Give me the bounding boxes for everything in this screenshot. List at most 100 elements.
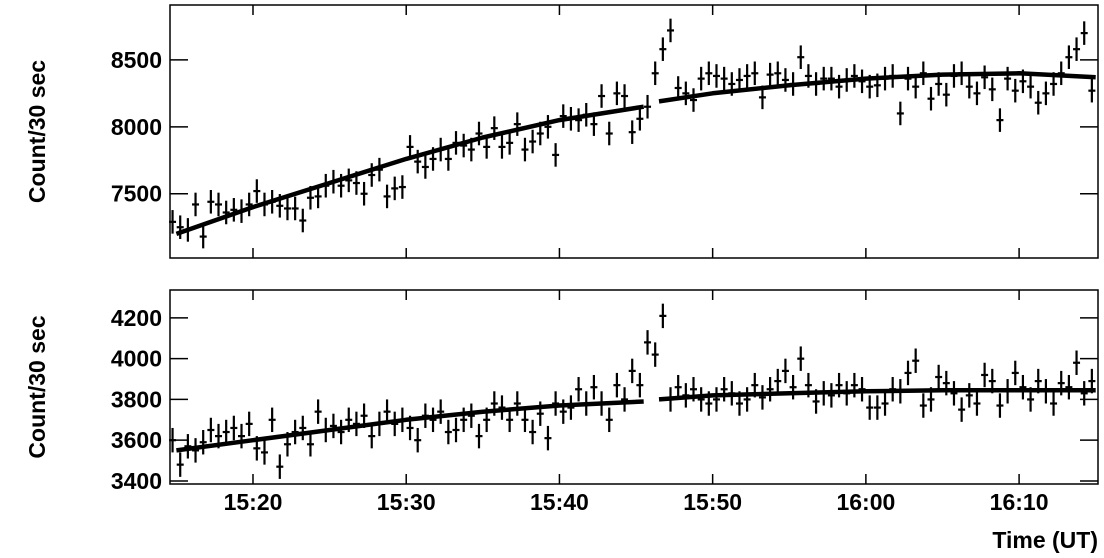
data-point xyxy=(575,108,583,132)
data-point xyxy=(712,64,720,88)
data-point xyxy=(1080,381,1088,406)
data-point xyxy=(230,198,238,222)
data-point xyxy=(705,61,713,86)
data-point xyxy=(667,18,675,43)
data-point xyxy=(314,399,322,424)
data-point xyxy=(850,64,858,88)
y-tick-label: 3600 xyxy=(111,427,162,453)
data-point xyxy=(283,196,291,221)
data-point xyxy=(651,61,659,86)
x-tick-label: 15:20 xyxy=(224,489,283,515)
data-point xyxy=(973,391,981,416)
data-point xyxy=(797,346,805,371)
plot-frame xyxy=(169,289,1099,485)
x-axis-label: Time (UT) xyxy=(992,527,1098,553)
data-point xyxy=(414,427,422,453)
data-point xyxy=(1011,78,1019,103)
data-point xyxy=(1042,81,1050,106)
data-point xyxy=(559,104,567,128)
data-point xyxy=(774,368,782,394)
fit-line xyxy=(176,388,1096,453)
data-point xyxy=(621,387,629,412)
data-point xyxy=(299,208,307,233)
data-point xyxy=(238,423,246,449)
data-point xyxy=(973,81,981,106)
data-point xyxy=(575,377,583,402)
data-point xyxy=(644,330,652,355)
data-point xyxy=(529,419,537,445)
y-axis-label: Count/30 sec xyxy=(24,60,50,203)
data-point xyxy=(368,423,376,449)
y-tick-label: 3800 xyxy=(111,386,162,412)
data-point xyxy=(981,65,989,90)
data-point xyxy=(176,215,184,239)
x-tick-label: 15:30 xyxy=(377,489,436,515)
data-point xyxy=(720,66,728,91)
data-point xyxy=(513,391,521,416)
data-point xyxy=(475,423,483,449)
data-point xyxy=(452,417,460,443)
data-point xyxy=(659,37,667,61)
data-point xyxy=(230,415,238,441)
data-point xyxy=(544,425,552,451)
data-point xyxy=(260,440,268,465)
data-point xyxy=(429,407,437,433)
data-point xyxy=(735,68,743,92)
data-point xyxy=(268,407,276,433)
data-point xyxy=(820,66,828,91)
data-point xyxy=(483,135,491,159)
data-point xyxy=(766,62,774,87)
y-tick-label: 7500 xyxy=(111,181,162,207)
data-point xyxy=(766,377,774,402)
data-point xyxy=(192,192,200,217)
data-point xyxy=(475,121,483,146)
data-point xyxy=(613,81,621,106)
data-point xyxy=(636,107,644,131)
y-tick-label: 8500 xyxy=(111,47,162,73)
data-point xyxy=(498,395,506,420)
data-point xyxy=(498,135,506,159)
data-point xyxy=(444,419,452,445)
data-point xyxy=(881,391,889,416)
data-point xyxy=(245,411,253,437)
x-tick-label: 15:50 xyxy=(683,489,742,515)
data-point xyxy=(781,358,789,384)
data-point xyxy=(942,82,950,107)
data-point xyxy=(613,372,621,398)
data-point xyxy=(368,163,376,187)
data-point xyxy=(567,395,575,420)
data-point xyxy=(712,387,720,412)
data-point xyxy=(215,192,223,217)
data-point xyxy=(552,143,560,167)
data-point xyxy=(751,61,759,86)
data-point xyxy=(444,147,452,171)
data-point xyxy=(360,181,368,206)
data-point xyxy=(1019,374,1027,400)
data-point xyxy=(927,86,935,111)
data-point xyxy=(222,419,230,445)
fit-line xyxy=(175,71,1096,237)
data-point xyxy=(621,84,629,108)
data-point xyxy=(758,385,766,410)
x-tick-label: 16:00 xyxy=(836,489,895,515)
data-point xyxy=(306,432,314,457)
data-point xyxy=(904,360,912,386)
data-point xyxy=(437,399,445,424)
data-point xyxy=(398,175,406,199)
data-point xyxy=(605,121,613,146)
data-point xyxy=(521,137,529,162)
data-point xyxy=(529,129,537,154)
data-point xyxy=(896,101,904,126)
data-point xyxy=(1034,90,1042,115)
data-point xyxy=(299,415,307,441)
data-point xyxy=(644,94,652,119)
data-point xyxy=(690,88,698,112)
data-point xyxy=(674,374,682,400)
data-point xyxy=(919,393,927,418)
data-point xyxy=(199,224,207,249)
data-point xyxy=(774,61,782,86)
data-point xyxy=(827,383,835,408)
data-point xyxy=(337,419,345,445)
